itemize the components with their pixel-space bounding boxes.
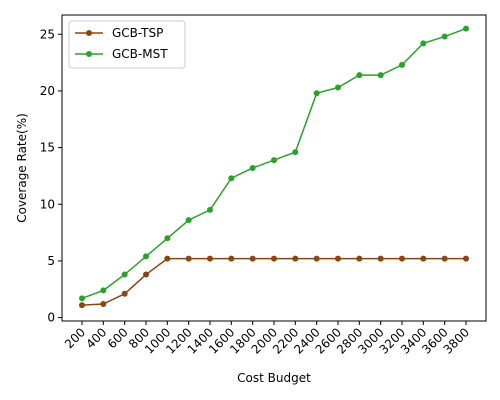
y-axis-ticks: 0 5 10 15 20 25 [40, 27, 62, 325]
y-tick-label: 10 [40, 197, 55, 211]
legend-marker [86, 51, 92, 57]
y-tick-label: 20 [40, 84, 55, 98]
legend-marker [86, 30, 92, 36]
legend: GCB-TSP GCB-MST [68, 20, 186, 69]
data-point [356, 255, 363, 262]
data-point [79, 302, 85, 309]
data-point [207, 255, 213, 262]
data-point [249, 165, 256, 171]
x-axis-label: Cost Budget [237, 371, 311, 385]
x-axis-ticks: 2004006008001000120014001600180020002200… [62, 321, 472, 357]
data-point [185, 217, 192, 224]
data-point [271, 255, 277, 262]
y-tick-label: 0 [47, 311, 55, 325]
chart-marks [79, 25, 469, 309]
data-point [121, 290, 128, 297]
data-point [164, 235, 171, 242]
data-point [228, 175, 235, 182]
data-point [143, 271, 149, 278]
data-point [377, 72, 384, 79]
data-point [463, 25, 469, 32]
data-point [313, 90, 320, 97]
data-point [121, 271, 128, 278]
data-point [377, 255, 384, 262]
series-line-1 [81, 257, 466, 306]
legend-label: GCB-MST [112, 47, 168, 61]
data-point [292, 255, 299, 262]
data-point [441, 33, 448, 40]
y-axis-label: Coverage Rate(%) [15, 113, 29, 223]
x-tick-label: 200 [62, 325, 88, 351]
y-tick-label: 15 [40, 141, 55, 155]
data-point [335, 84, 341, 91]
y-tick-label: 25 [40, 27, 55, 41]
data-point [143, 253, 149, 260]
data-point [420, 255, 427, 262]
x-tick-label: 600 [105, 325, 131, 351]
legend-label: GCB-TSP [112, 26, 163, 40]
data-point [249, 255, 256, 262]
data-point [292, 149, 299, 156]
data-point [399, 61, 405, 68]
data-point [441, 255, 448, 262]
data-point [164, 255, 171, 262]
data-point [420, 40, 427, 47]
data-point [100, 287, 107, 294]
data-point [185, 255, 192, 262]
data-point [271, 157, 277, 164]
x-tick-label: 400 [83, 325, 109, 351]
data-point [399, 255, 405, 262]
data-point [356, 72, 363, 79]
data-point [463, 255, 469, 262]
data-point [207, 206, 213, 213]
data-point [100, 301, 107, 307]
y-tick-label: 5 [47, 254, 55, 268]
data-point [313, 255, 320, 262]
data-point [79, 295, 85, 302]
data-point [228, 255, 235, 262]
data-point [335, 255, 341, 262]
